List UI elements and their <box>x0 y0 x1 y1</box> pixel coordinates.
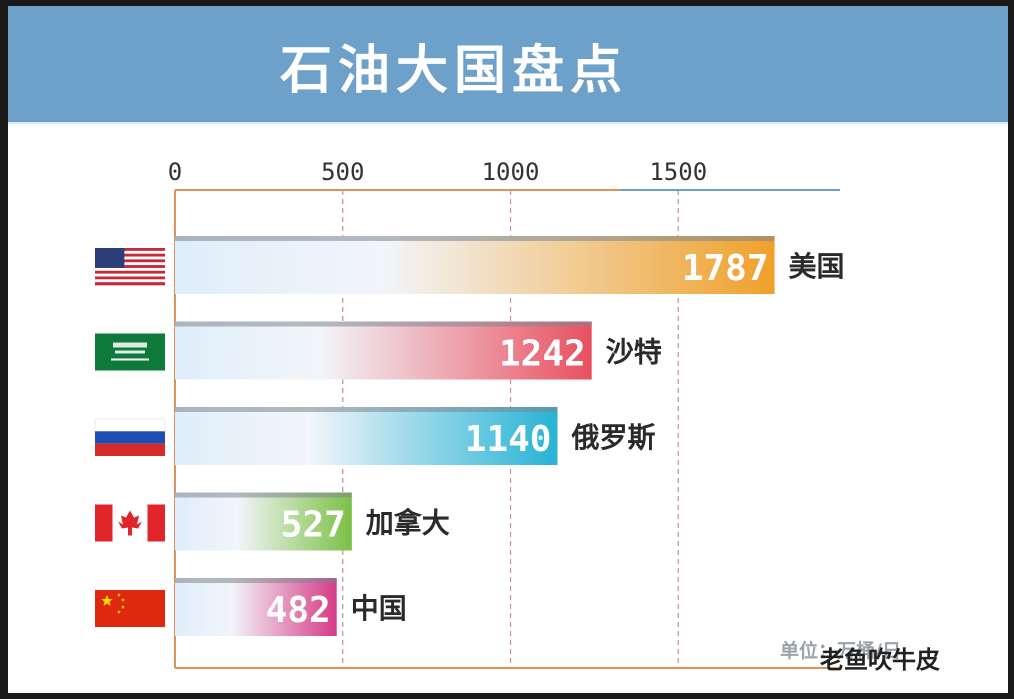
russia-flag-icon <box>94 418 166 456</box>
x-tick-label: 1500 <box>649 158 707 186</box>
x-tick-label: 0 <box>168 158 182 186</box>
bar-top-shadow <box>175 407 558 412</box>
flag-star <box>101 595 113 606</box>
chart-title: 石油大国盘点 <box>280 41 629 101</box>
frame-right <box>1008 0 1014 699</box>
frame-left <box>0 0 8 699</box>
x-tick-label: 1000 <box>482 158 540 186</box>
bar-value-label: 482 <box>266 590 331 631</box>
flag-star <box>117 593 121 597</box>
category-label: 美国 <box>789 250 845 283</box>
frame-bottom <box>0 693 1014 699</box>
bar-value-label: 527 <box>281 505 346 546</box>
bar <box>175 492 352 551</box>
bar <box>175 321 592 380</box>
title-banner: 石油大国盘点 <box>8 6 1008 122</box>
flag-star <box>121 605 125 609</box>
saudi-flag-icon <box>95 333 165 371</box>
category-label: 中国 <box>351 592 407 625</box>
china-flag-icon <box>95 590 165 627</box>
bar-top-shadow <box>175 236 775 241</box>
category-label: 加拿大 <box>366 507 450 540</box>
category-label: 沙特 <box>606 336 662 369</box>
bar-value-label: 1787 <box>682 248 769 289</box>
bar-value-label: 1242 <box>499 334 586 375</box>
frame-top <box>0 0 1014 6</box>
canada-flag-icon <box>95 504 165 542</box>
bar-top-shadow <box>175 578 337 583</box>
unit-label: 单位：万桶/日 <box>780 640 901 662</box>
flag-star <box>121 598 125 602</box>
flag-star <box>117 610 121 614</box>
bar-value-label: 1140 <box>465 419 552 460</box>
bar <box>175 236 775 294</box>
watermark: 老鱼吹牛皮 <box>820 646 940 674</box>
category-label: 俄罗斯 <box>570 421 655 454</box>
banner-shadow <box>8 122 1008 126</box>
us-flag-icon <box>95 248 165 286</box>
bar-top-shadow <box>175 492 352 498</box>
bar-top-shadow <box>175 321 592 327</box>
x-tick-label: 500 <box>321 158 364 186</box>
bar <box>175 407 558 465</box>
bar <box>175 578 337 636</box>
